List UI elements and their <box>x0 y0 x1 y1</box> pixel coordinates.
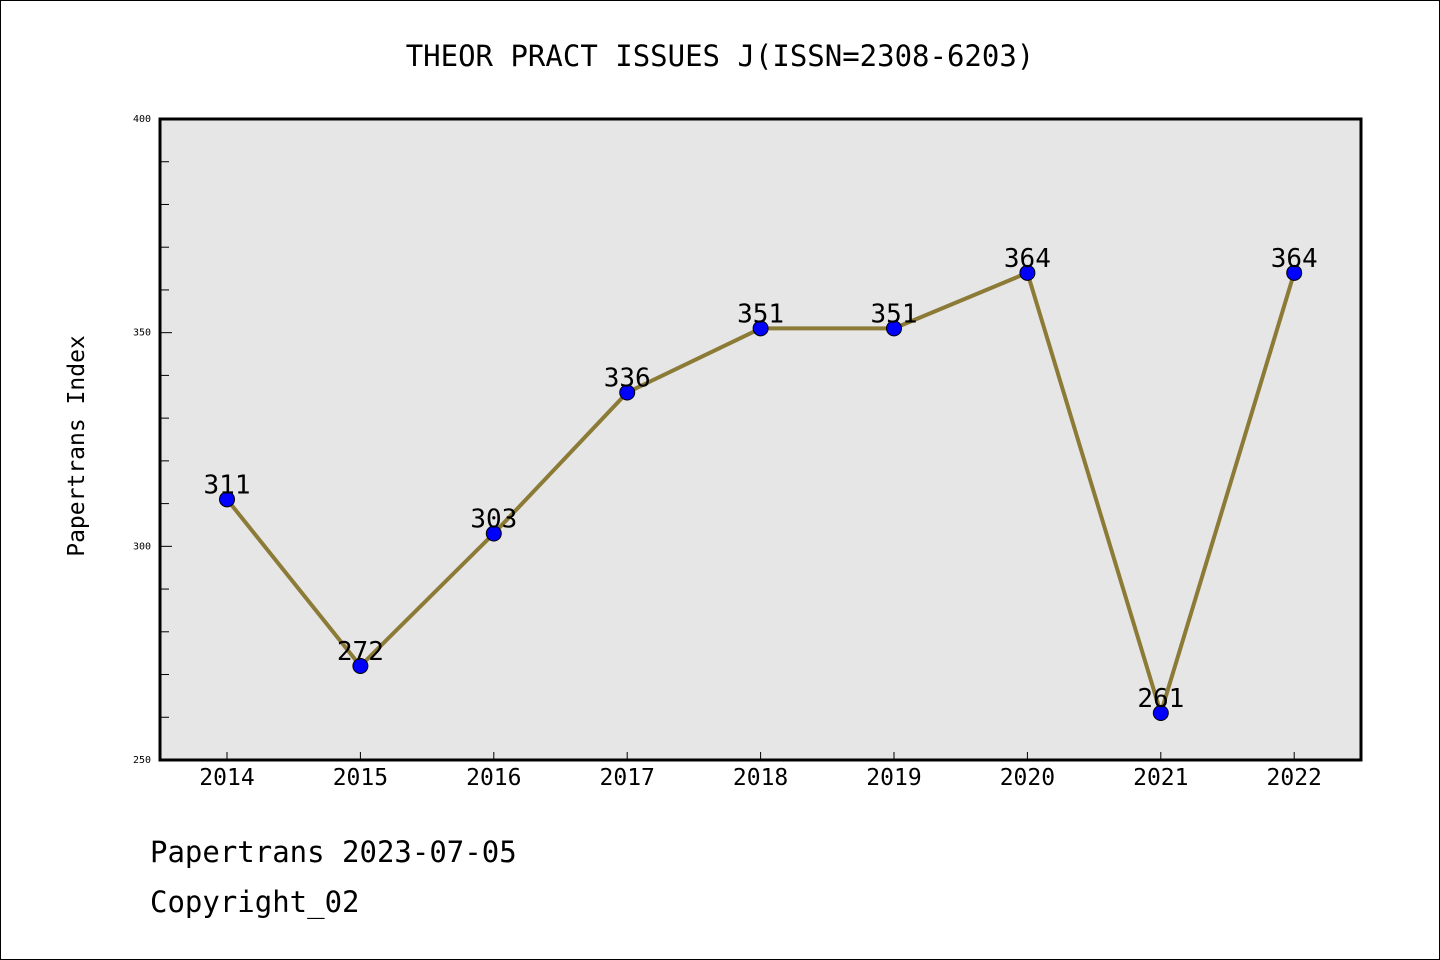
data-label: 364 <box>1004 244 1051 274</box>
data-label: 261 <box>1137 684 1184 714</box>
x-tick-label: 2021 <box>1133 765 1188 791</box>
x-tick-label: 2015 <box>333 765 388 791</box>
source-note: Papertrans 2023-07-05 <box>150 835 517 869</box>
data-label: 336 <box>604 363 651 393</box>
data-label: 311 <box>204 470 251 500</box>
data-label: 272 <box>337 637 384 667</box>
x-tick-label: 2018 <box>733 765 788 791</box>
data-labels: 311 272 303 336 351 351 364 261 364 <box>204 244 1318 714</box>
chart-title: THEOR PRACT ISSUES J(ISSN=2308-6203) <box>406 39 1035 73</box>
data-point <box>219 491 235 508</box>
data-label: 303 <box>470 505 517 535</box>
copyright-note: Copyright_02 <box>150 885 360 919</box>
y-tick-label: 400 <box>133 114 151 125</box>
x-tick-label: 2022 <box>1267 765 1322 791</box>
data-point <box>752 320 769 337</box>
y-tick-label: 350 <box>133 328 151 339</box>
data-point <box>619 384 636 401</box>
y-tick-label: 250 <box>133 755 151 766</box>
x-tick-label: 2014 <box>199 765 254 791</box>
x-tick-label: 2020 <box>1000 765 1055 791</box>
x-tick-label: 2019 <box>866 765 921 791</box>
data-label: 351 <box>737 299 784 329</box>
data-point <box>1286 264 1303 281</box>
plot-area <box>158 117 1363 762</box>
series-markers <box>219 264 1303 721</box>
x-tick-label: 2017 <box>600 765 655 791</box>
data-point <box>1019 264 1036 281</box>
y-tick-label: 300 <box>133 541 151 552</box>
y-axis-label: Papertrans Index <box>64 335 90 557</box>
data-point <box>886 320 902 337</box>
data-label: 364 <box>1271 244 1318 274</box>
data-label: 351 <box>871 299 918 329</box>
x-tick-label: 2016 <box>466 765 521 791</box>
data-point <box>485 525 502 542</box>
data-point <box>352 657 369 674</box>
axis-ticks: 250 300 350 400 2014 2015 2016 2017 2018 2019 2020… <box>133 114 1322 791</box>
data-point <box>1152 704 1169 721</box>
